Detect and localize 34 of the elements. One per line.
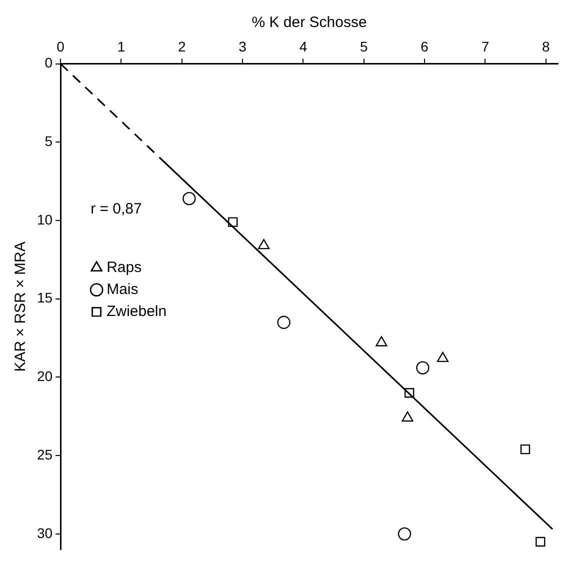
y-tick-label: 30 <box>36 524 53 541</box>
x-tick-label: 7 <box>481 38 490 54</box>
annotation: r = 0,87 <box>90 200 142 218</box>
point <box>398 527 412 541</box>
x-tick-label: 0 <box>56 38 65 54</box>
point <box>277 316 290 329</box>
point <box>404 388 414 398</box>
y-tick-label: 20 <box>36 368 53 384</box>
point <box>416 361 430 374</box>
legend-label: Raps <box>106 258 142 276</box>
point <box>376 336 388 346</box>
y-tick-label: 25 <box>36 446 53 462</box>
x-tick-label: 3 <box>238 38 247 54</box>
legend-label: Zwiebeln <box>106 302 167 320</box>
x-tick-label: 8 <box>542 38 550 54</box>
x-tick-label: 6 <box>420 38 429 54</box>
point <box>436 352 449 362</box>
legend-label: Mais <box>106 280 138 298</box>
point <box>520 444 530 454</box>
x-tick-label: 1 <box>117 38 126 54</box>
y-tick-label: 10 <box>36 211 53 228</box>
y-tick-label: 5 <box>44 133 53 150</box>
x-tick-label: 5 <box>360 38 368 54</box>
point <box>228 217 238 227</box>
x-tick-label: 2 <box>178 38 186 54</box>
x-tick-label: 4 <box>299 38 308 54</box>
y-axis-title: KAR × RSR × MRA <box>12 242 30 372</box>
point <box>536 536 546 547</box>
point <box>258 238 270 250</box>
x-axis-title: % K der Schosse <box>252 14 367 32</box>
point <box>182 192 196 206</box>
point <box>402 411 414 422</box>
y-tick-label: 0 <box>44 54 53 71</box>
y-tick-label: 15 <box>36 290 53 306</box>
